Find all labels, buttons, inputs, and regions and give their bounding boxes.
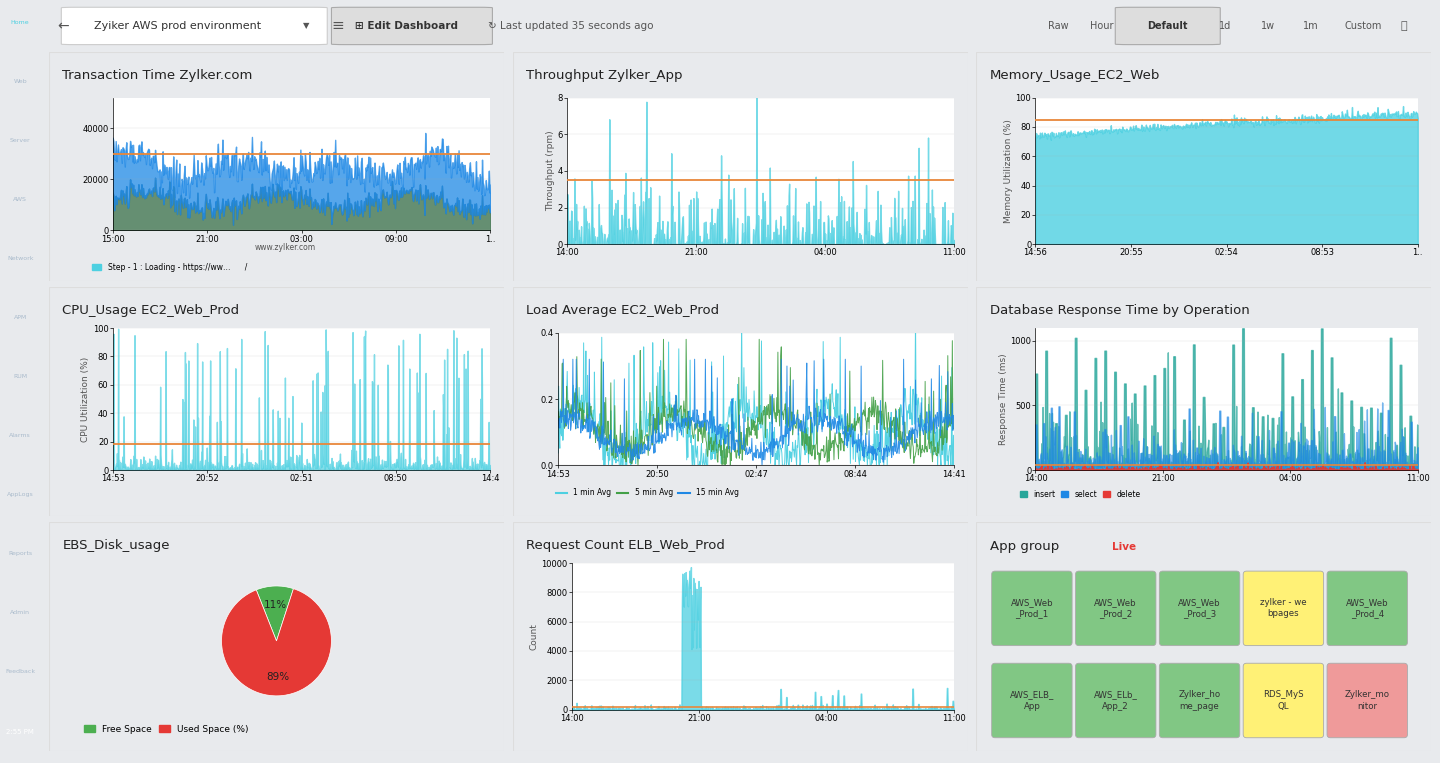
Text: Memory_Usage_EC2_Web: Memory_Usage_EC2_Web [989,69,1161,82]
FancyBboxPatch shape [1159,663,1240,738]
Text: 2:55 PM: 2:55 PM [6,729,35,736]
FancyBboxPatch shape [1243,663,1323,738]
Text: CPU_Usage EC2_Web_Prod: CPU_Usage EC2_Web_Prod [62,304,239,317]
Text: AWS_ELb_
App_2: AWS_ELb_ App_2 [1094,691,1138,710]
FancyBboxPatch shape [1076,663,1156,738]
Text: Home: Home [12,21,29,25]
Text: 89%: 89% [266,671,289,681]
FancyBboxPatch shape [1328,663,1407,738]
Text: Raw: Raw [1048,21,1068,31]
Text: AWS_Web
_Prod_1: AWS_Web _Prod_1 [1011,598,1053,618]
Text: RUM: RUM [13,374,27,379]
Text: App group: App group [989,539,1058,552]
Legend: Step - 1 : Loading - https://ww…      /: Step - 1 : Loading - https://ww… / [89,259,251,275]
Text: ←: ← [58,19,69,33]
FancyBboxPatch shape [1076,571,1156,645]
FancyBboxPatch shape [331,8,492,44]
Text: ▼: ▼ [304,21,310,31]
Text: Server: Server [10,138,30,143]
Text: Web: Web [13,79,27,85]
Text: Network: Network [7,256,33,261]
Text: AppLogs: AppLogs [7,492,33,497]
Text: AWS_Web
_Prod_4: AWS_Web _Prod_4 [1346,598,1388,618]
Legend: 1 min Avg, 5 min Avg, 15 min Avg: 1 min Avg, 5 min Avg, 15 min Avg [553,485,742,501]
FancyBboxPatch shape [992,571,1073,645]
FancyBboxPatch shape [1115,8,1220,44]
Text: 11%: 11% [264,600,287,610]
FancyBboxPatch shape [1328,571,1407,645]
Text: ↻ Last updated 35 seconds ago: ↻ Last updated 35 seconds ago [488,21,654,31]
Text: Transaction Time Zylker.com: Transaction Time Zylker.com [62,69,253,82]
FancyBboxPatch shape [62,8,327,44]
Legend: insert, select, delete: insert, select, delete [1017,487,1143,501]
Text: APM: APM [13,315,27,320]
Text: 🌙: 🌙 [1401,21,1407,31]
Wedge shape [256,586,294,641]
Text: Alarms: Alarms [9,433,32,438]
Text: AWS_Web
_Prod_3: AWS_Web _Prod_3 [1178,598,1221,618]
Y-axis label: CPU Utilization (%): CPU Utilization (%) [81,356,89,442]
Text: Default: Default [1146,21,1188,31]
Text: 1d: 1d [1218,21,1231,31]
Text: Custom: Custom [1345,21,1382,31]
FancyBboxPatch shape [1159,571,1240,645]
Text: RDS_MyS
QL: RDS_MyS QL [1263,691,1303,710]
Legend: Free Space, Used Space (%): Free Space, Used Space (%) [81,721,252,737]
Text: AWS_Web
_Prod_2: AWS_Web _Prod_2 [1094,598,1138,618]
Text: Live: Live [1112,542,1136,552]
Text: Load Average EC2_Web_Prod: Load Average EC2_Web_Prod [526,304,719,317]
FancyBboxPatch shape [1243,571,1323,645]
Text: 1w: 1w [1261,21,1274,31]
FancyBboxPatch shape [992,663,1073,738]
Text: Zylker_ho
me_page: Zylker_ho me_page [1178,691,1221,710]
Text: Throughput Zylker_App: Throughput Zylker_App [526,69,683,82]
Text: Request Count ELB_Web_Prod: Request Count ELB_Web_Prod [526,539,724,552]
Text: EBS_Disk_usage: EBS_Disk_usage [62,539,170,552]
Wedge shape [222,589,331,696]
Text: zylker - we
bpages: zylker - we bpages [1260,598,1306,618]
Text: ⊞ Edit Dashboard: ⊞ Edit Dashboard [356,21,458,31]
Text: Database Response Time by Operation: Database Response Time by Operation [989,304,1250,317]
Text: AWS: AWS [13,198,27,202]
Text: Admin: Admin [10,610,30,615]
Text: ≡: ≡ [331,18,344,34]
Y-axis label: Memory Utilization (%): Memory Utilization (%) [1004,119,1012,223]
Y-axis label: Response Time (ms): Response Time (ms) [998,353,1008,445]
Text: Feedback: Feedback [6,669,35,674]
Text: 1m: 1m [1303,21,1319,31]
Text: www.zylker.com: www.zylker.com [255,243,317,252]
Text: Reports: Reports [9,551,32,556]
Text: Zylker_mo
nitor: Zylker_mo nitor [1345,691,1390,710]
Y-axis label: Count: Count [530,623,539,650]
Text: Zyiker AWS prod environment: Zyiker AWS prod environment [94,21,261,31]
Text: AWS_ELB_
App: AWS_ELB_ App [1009,691,1054,710]
Y-axis label: Throughput (rpm): Throughput (rpm) [546,130,554,211]
Text: Hour: Hour [1090,21,1113,31]
